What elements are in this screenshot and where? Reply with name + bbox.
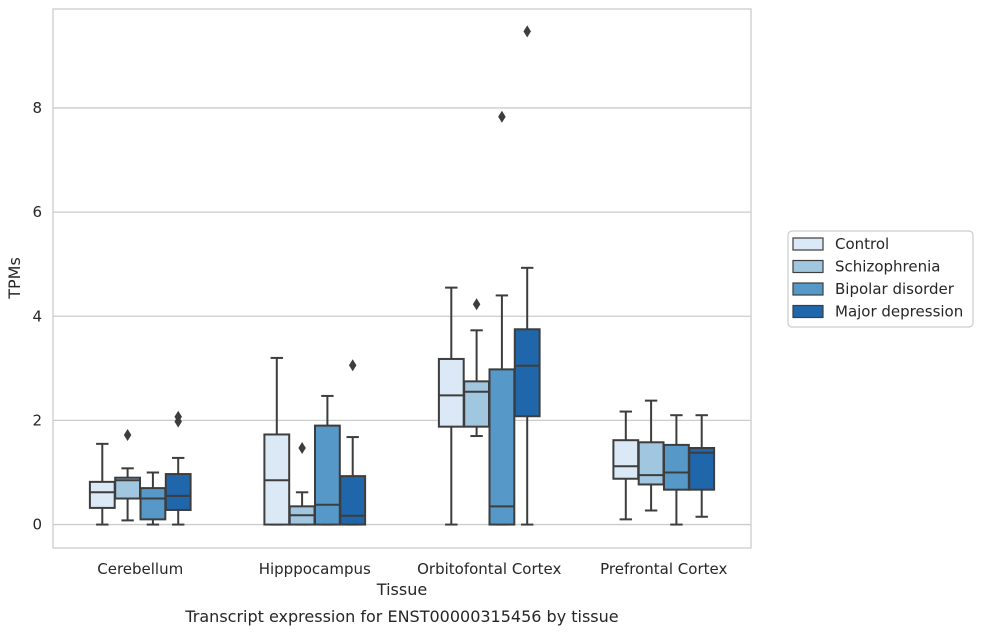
box-iqr xyxy=(688,447,716,491)
y-tick-label: 6 xyxy=(32,203,42,221)
y-tick-label: 8 xyxy=(32,99,42,117)
box-iqr xyxy=(612,439,640,480)
legend-frame xyxy=(787,230,974,328)
box-iqr xyxy=(314,424,341,526)
box-major-depression xyxy=(339,359,367,526)
box-major-depression xyxy=(688,414,716,518)
legend-swatch xyxy=(792,237,824,251)
outlier-point xyxy=(472,298,481,311)
box-bipolar-disorder xyxy=(663,414,690,526)
box-iqr xyxy=(637,441,665,486)
box-iqr xyxy=(463,380,490,428)
box-series xyxy=(88,25,716,526)
legend: Control Schizophrenia Bipolar disorder Majo… xyxy=(787,230,974,328)
legend-label: Bipolar disorder xyxy=(835,280,955,298)
x-tick-labels: Cerebellum Hipppocampus Orbitofontal Corte… xyxy=(97,560,727,578)
box-control xyxy=(437,286,465,526)
box-schizophrenia xyxy=(637,399,665,512)
legend-label: Major depression xyxy=(835,303,963,321)
box-control xyxy=(612,410,640,521)
y-tick-labels: 0 2 4 6 8 xyxy=(32,99,42,534)
box-major-depression xyxy=(164,410,192,526)
outlier-point xyxy=(348,359,357,372)
legend-label: Schizophrenia xyxy=(835,258,940,276)
box-schizophrenia xyxy=(288,442,316,526)
box-major-depression xyxy=(513,25,541,526)
box-iqr xyxy=(437,357,465,428)
outlier-point xyxy=(123,428,132,441)
box-control xyxy=(88,442,116,526)
outlier-point xyxy=(174,410,182,423)
x-tick-label: Orbitofontal Cortex xyxy=(417,560,561,578)
y-axis-label: TPMs xyxy=(5,257,24,300)
x-tick-label: Cerebellum xyxy=(97,560,183,578)
y-tick-label: 0 xyxy=(32,516,42,534)
box-iqr xyxy=(339,475,367,526)
x-tick-label: Prefrontal Cortex xyxy=(600,560,727,578)
box-iqr xyxy=(663,443,690,491)
legend-label: Control xyxy=(835,235,889,253)
legend-swatch xyxy=(792,282,824,296)
box-control xyxy=(263,356,291,526)
y-tick-label: 2 xyxy=(32,411,42,429)
chart-caption: Transcript expression for ENST0000031545… xyxy=(184,607,618,626)
box-iqr xyxy=(139,487,167,521)
box-iqr xyxy=(488,368,516,526)
box-bipolar-disorder xyxy=(488,110,516,526)
legend-swatch xyxy=(792,304,824,319)
y-tick-label: 4 xyxy=(32,307,42,325)
box-iqr xyxy=(513,328,541,418)
y-gridlines xyxy=(53,107,751,526)
box-schizophrenia xyxy=(463,298,490,438)
box-bipolar-disorder xyxy=(314,394,341,526)
legend-swatch xyxy=(792,259,824,274)
box-iqr xyxy=(88,480,116,509)
x-tick-label: Hipppocampus xyxy=(259,560,371,578)
outlier-point xyxy=(523,25,531,38)
plot-frame xyxy=(52,8,752,549)
x-axis-label: Tissue xyxy=(376,580,427,599)
box-iqr xyxy=(164,473,192,511)
outlier-point xyxy=(298,442,306,455)
outlier-point xyxy=(498,110,506,123)
